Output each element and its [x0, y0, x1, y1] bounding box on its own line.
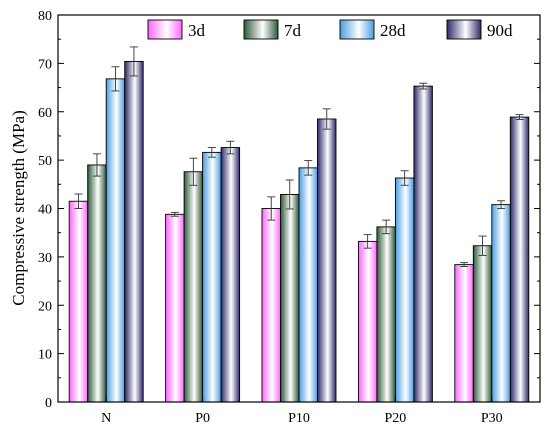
error-bar-n-7d	[92, 153, 101, 177]
error-bar-p20-7d	[382, 219, 391, 235]
error-bar-p10-90d	[322, 108, 331, 130]
y-tick-label: 10	[38, 348, 52, 363]
error-bar-p30-7d	[478, 235, 487, 256]
error-bar-n-90d	[129, 46, 138, 77]
bar-n-7d	[87, 164, 107, 403]
legend-label-3d: 3d	[188, 21, 206, 40]
y-tick-label: 20	[38, 299, 52, 314]
error-bar-p20-3d	[363, 234, 372, 249]
legend-label-28d: 28d	[380, 21, 406, 40]
x-tick-label-n: N	[101, 411, 111, 426]
bar-p30-7d	[472, 245, 493, 403]
legend-swatch-28d	[339, 19, 375, 40]
y-tick-label: 30	[38, 251, 52, 266]
error-bar-p30-3d	[460, 262, 469, 267]
y-tick-label: 50	[38, 154, 52, 169]
y-axis-title: Compressive strength (MPa)	[9, 110, 28, 305]
error-bar-p20-28d	[400, 170, 409, 186]
y-tick-label: 80	[38, 9, 52, 24]
error-bar-p0-28d	[207, 147, 216, 158]
y-tick-label: 0	[45, 396, 52, 411]
bar-p20-7d	[376, 226, 396, 403]
error-bar-p10-7d	[285, 179, 294, 210]
error-bar-p0-3d	[170, 211, 179, 217]
bar-p10-3d	[261, 208, 281, 403]
error-bar-p10-28d	[304, 160, 313, 176]
legend-label-7d: 7d	[284, 21, 302, 40]
bar-n-3d	[68, 200, 89, 403]
error-bar-n-3d	[74, 193, 83, 209]
x-tick-label-p10: P10	[288, 411, 310, 426]
error-bar-p30-90d	[515, 114, 524, 120]
bar-p20-90d	[413, 85, 433, 403]
bar-p10-28d	[298, 167, 318, 403]
legend-item-3d: 3d	[147, 19, 206, 40]
bar-p30-3d	[454, 264, 474, 403]
error-bar-p30-28d	[497, 200, 506, 209]
error-bar-p0-90d	[226, 140, 235, 155]
bar-p30-28d	[491, 204, 511, 403]
bar-n-28d	[105, 78, 126, 403]
bar-p0-28d	[202, 151, 222, 403]
y-axis: 0 10 20 30 40 50 60 70 80	[38, 9, 540, 411]
bar-p0-90d	[220, 147, 241, 403]
bar-p10-7d	[280, 194, 300, 403]
x-tick-label-p0: P0	[195, 411, 210, 426]
legend-item-90d: 90d	[446, 19, 513, 40]
legend-label-90d: 90d	[487, 21, 513, 40]
y-tick-label: 60	[38, 106, 52, 121]
bar-p10-90d	[317, 118, 337, 403]
legend: 3d 7d 28d 90d	[147, 19, 513, 40]
legend-swatch-90d	[446, 19, 482, 40]
y-tick-label: 40	[38, 203, 52, 218]
x-tick-label-p30: P30	[481, 411, 503, 426]
error-bars-layer	[74, 46, 524, 267]
bar-p0-3d	[165, 213, 185, 403]
x-tick-label-p20: P20	[385, 411, 407, 426]
error-bar-n-28d	[111, 66, 120, 92]
bars-layer	[68, 60, 530, 403]
bar-n-90d	[124, 60, 144, 403]
error-bar-p20-90d	[419, 82, 428, 90]
legend-swatch-7d	[243, 19, 279, 40]
bar-p20-3d	[357, 240, 378, 403]
bar-p0-7d	[183, 171, 204, 403]
error-bar-p0-7d	[189, 157, 198, 186]
legend-swatch-3d	[147, 19, 183, 40]
bar-p30-90d	[509, 116, 530, 403]
y-tick-label: 70	[38, 57, 52, 72]
legend-item-7d: 7d	[243, 19, 302, 40]
error-bar-p10-3d	[267, 196, 276, 221]
bar-p20-28d	[394, 177, 415, 403]
legend-item-28d: 28d	[339, 19, 406, 40]
x-axis: N P0 P10 P20 P30	[101, 396, 503, 426]
